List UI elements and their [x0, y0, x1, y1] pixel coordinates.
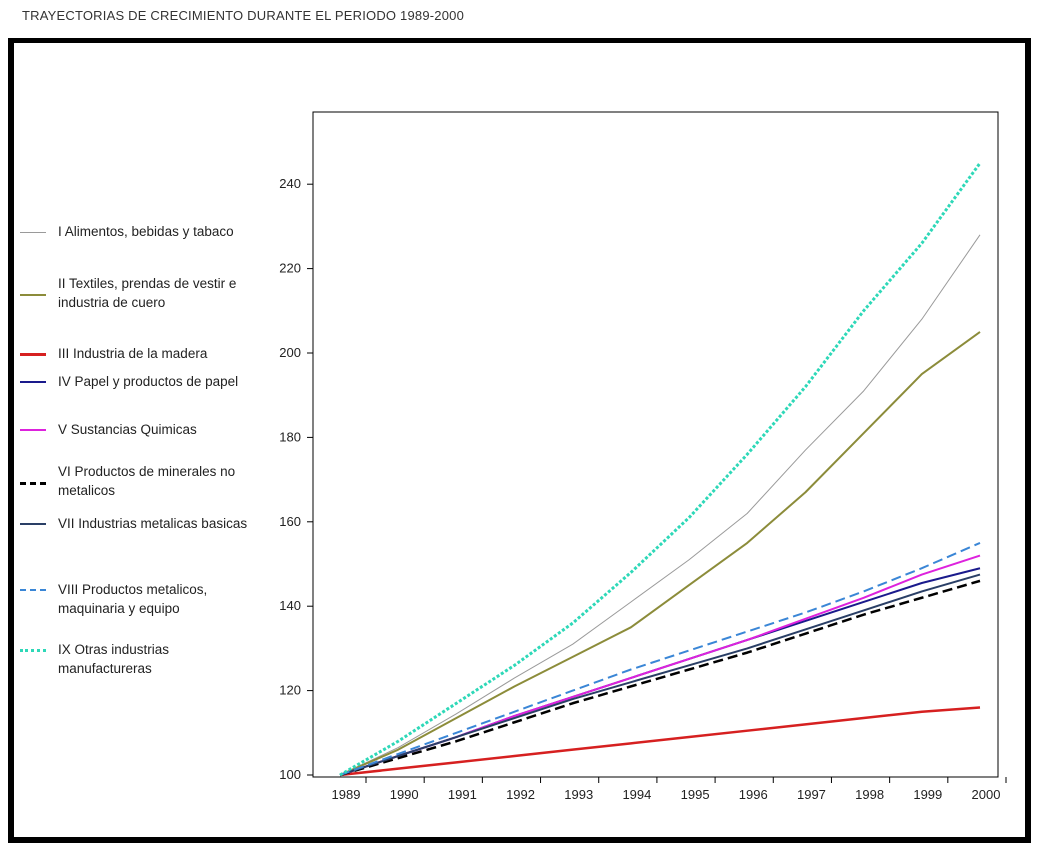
legend-label: VI Productos de minerales no metalicos: [58, 464, 236, 498]
legend-label: IX Otras industrias manufactureras: [58, 642, 170, 676]
legend-swatch: [20, 353, 46, 356]
plot-border: [312, 111, 999, 778]
series-line: [339, 579, 981, 777]
y-tick-label: 240: [279, 176, 301, 191]
y-tick-label: 140: [279, 598, 301, 613]
legend-label: VII Industrias metalicas basicas: [58, 516, 248, 531]
x-tick-label: 1998: [855, 787, 884, 802]
legend-label: III Industria de la madera: [58, 346, 208, 361]
legend-label: V Sustancias Quimicas: [58, 422, 197, 437]
y-tick-label: 220: [279, 261, 301, 276]
legend-swatch: [20, 589, 46, 591]
x-axis: 1989 1990 1991 1992 1993 1994 1995 1996 1997 1998…: [332, 777, 1007, 802]
series-line: [339, 331, 981, 776]
x-tick-label: 1994: [622, 787, 651, 802]
x-tick-label: 1993: [564, 787, 593, 802]
x-tick-label: 1991: [448, 787, 477, 802]
page-title: TRAYECTORIAS DE CRECIMIENTO DURANTE EL P…: [22, 8, 464, 23]
legend-swatch: [20, 294, 46, 296]
chart-frame: [8, 38, 1031, 843]
series-line: [339, 162, 982, 777]
x-tick-label: 1996: [739, 787, 768, 802]
y-tick-label: 180: [279, 429, 301, 444]
y-tick-label: 160: [279, 514, 301, 529]
legend-label: VIII Productos metalicos, maquinaria y e…: [58, 582, 208, 616]
series-line: [339, 706, 981, 777]
x-tick-label: 1997: [797, 787, 826, 802]
y-tick-label: 120: [279, 683, 301, 698]
legend-label: II Textiles, prendas de vestir e industr…: [58, 276, 237, 310]
y-axis: 100 120 140 160 180 200 220 240: [279, 176, 313, 782]
legend-swatch: [20, 381, 46, 383]
series-line: [339, 554, 981, 776]
legend-swatch: [20, 523, 46, 525]
series-line: [339, 234, 981, 776]
y-tick-label: 200: [279, 345, 301, 360]
series-line: [339, 541, 981, 776]
legend-swatch: [20, 649, 46, 652]
x-tick-label: 1990: [390, 787, 419, 802]
x-tick-label: 1999: [913, 787, 942, 802]
legend-swatch: [20, 429, 46, 431]
series-line: [339, 573, 981, 776]
legend-label: IV Papel y productos de papel: [58, 374, 239, 389]
series-lines: [339, 162, 982, 777]
y-tick-label: 100: [279, 767, 301, 782]
legend-swatch: [20, 482, 46, 485]
x-tick-label: 1992: [506, 787, 535, 802]
x-tick-label: 1989: [332, 787, 361, 802]
legend-label: I Alimentos, bebidas y tabaco: [58, 224, 234, 239]
legend-swatch: [20, 232, 46, 233]
plot-area: [312, 111, 999, 778]
x-tick-label: 2000: [972, 787, 1001, 802]
x-tick-label: 1995: [681, 787, 710, 802]
